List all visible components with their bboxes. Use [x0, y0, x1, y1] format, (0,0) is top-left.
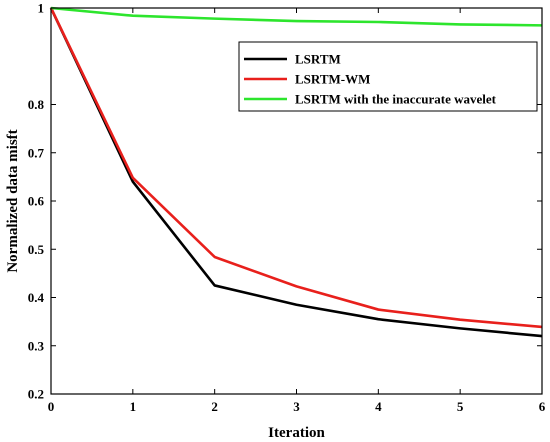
y-tick-label: 0.4	[28, 290, 45, 305]
y-tick-label: 0.3	[28, 338, 45, 353]
series-line-3	[50, 6, 543, 27]
x-tick-label: 6	[539, 399, 546, 414]
series-line-2	[49, 7, 543, 329]
x-tick-label: 5	[457, 399, 464, 414]
y-axis-label: Normalized data misft	[5, 129, 21, 272]
legend: LSRTM LSRTM-WM LSRTM with the inaccurate w…	[238, 41, 538, 112]
x-tick-label: 3	[293, 399, 300, 414]
x-tick-label: 4	[375, 399, 382, 414]
y-tick-label: 0.2	[28, 387, 44, 402]
y-tick-label: 1	[38, 1, 45, 16]
legend-box	[238, 41, 538, 112]
series-line-1	[49, 7, 543, 338]
legend-label: LSRTM	[295, 52, 341, 67]
x-tick-label: 1	[130, 399, 137, 414]
x-axis-label: Iteration	[268, 425, 325, 441]
x-tick-label: 2	[211, 399, 218, 414]
legend-label: LSRTM with the inaccurate wavelet	[295, 92, 497, 107]
y-tick-label: 0.5	[28, 242, 45, 257]
y-tick-label: 0.6	[28, 194, 45, 209]
y-tick-label: 0.7	[28, 145, 45, 160]
series-layer	[49, 6, 543, 338]
y-tick-label: 0.8	[28, 97, 45, 112]
x-tick-label: 0	[48, 399, 55, 414]
legend-label: LSRTM-WM	[295, 72, 370, 87]
ticks-layer: 0 1 2 3 4 5 6 0.2 0.3 0.4 0.5 0.6 0.7 0.8 1	[28, 1, 546, 415]
